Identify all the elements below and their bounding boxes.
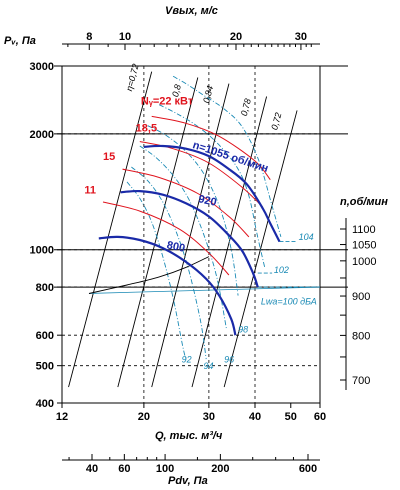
power-label-2: 18,5 (136, 122, 157, 134)
bottom-tick-label: 40 (249, 411, 261, 423)
pressure-curves (98, 144, 281, 336)
noise-curve-6 (126, 181, 187, 360)
system-curve-line (88, 256, 210, 294)
speed-label-2: 920 (197, 193, 217, 209)
left-tick-label: 600 (36, 330, 54, 342)
lower-tick-label: 100 (156, 463, 174, 475)
bottom-tick-label: 12 (56, 411, 68, 423)
noise-curve-3 (147, 125, 239, 296)
bottom-tick-label: 60 (314, 411, 326, 423)
efficiency-label: 0,78 (239, 98, 253, 117)
lower-tick-label: 60 (118, 463, 130, 475)
noise-label-4: 98 (238, 324, 248, 334)
pressure-curve-3 (98, 235, 237, 336)
right-tick-label: 800 (352, 330, 370, 342)
efficiency-label: 0,72 (269, 111, 283, 131)
noise-label-3: Lwa=100 дБА (261, 297, 317, 307)
efficiency-line-5 (223, 110, 298, 388)
power-label-4: 11 (84, 184, 96, 196)
bottom-tick-label: 20 (138, 411, 150, 423)
pressure-curve-2 (120, 189, 259, 288)
pressure-curve-1 (143, 144, 281, 243)
top-tick-label: 20 (230, 31, 242, 43)
right-tick-label: 700 (352, 375, 370, 387)
efficiency-lines (68, 71, 298, 388)
power-line-1 (151, 115, 271, 181)
lower-tick-label: 200 (211, 463, 229, 475)
efficiency-line-2 (117, 77, 199, 388)
left-tick-label: 3000 (30, 61, 54, 73)
noise-label-7: 96 (224, 354, 234, 364)
left-tick-label: 2000 (30, 129, 54, 141)
right-tick-label: 1000 (352, 256, 376, 268)
lower-tick-label: 40 (86, 463, 98, 475)
bottom-axis-title: Q, тыс. м³/ч (155, 430, 223, 442)
right-tick-label: 1050 (352, 240, 376, 252)
left-tick-label: 500 (36, 361, 54, 373)
left-tick-label: 1000 (30, 245, 54, 257)
noise-curve-2 (158, 104, 266, 268)
left-axis-title: Pᵥ, Па (4, 35, 36, 47)
bottom-tick-label: 30 (203, 411, 215, 423)
left-tick-label: 800 (36, 282, 54, 294)
noise-label-1: 104 (299, 232, 314, 242)
power-label-1: Nᵧ=22 кВт (141, 96, 194, 108)
noise-curve-4 (139, 145, 228, 330)
right-axis-title: n,об/мин (340, 196, 388, 208)
top-tick-label: 10 (119, 31, 131, 43)
noise-curves (126, 75, 320, 360)
noise-curve-1 (172, 75, 282, 238)
noise-label-6: 94 (203, 361, 213, 371)
system-curve (88, 256, 320, 294)
power-label-3: 15 (103, 151, 115, 163)
power-line-4 (102, 201, 230, 276)
bottom-tick-label: 50 (285, 411, 297, 423)
right-tick-label: 1100 (352, 224, 376, 236)
top-tick-label: 8 (86, 31, 92, 43)
left-tick-label: 400 (36, 398, 54, 410)
power-line-3 (122, 168, 250, 238)
lower-axis-title: Pdv, Па (168, 475, 208, 487)
top-tick-label: 30 (295, 31, 307, 43)
noise-label-5: 92 (182, 354, 192, 364)
grid (54, 65, 348, 403)
axes (57, 43, 347, 461)
efficiency-label: 0,84 (201, 85, 215, 104)
reference-line (88, 286, 320, 294)
right-tick-label: 900 (352, 291, 370, 303)
efficiency-label: 0,8 (170, 83, 183, 98)
top-axis-title: Vвых, м/с (165, 5, 218, 17)
noise-label-2: 102 (274, 265, 289, 275)
efficiency-line-1 (68, 71, 153, 388)
speed-label-3: 800 (166, 239, 186, 255)
lower-tick-label: 600 (299, 463, 317, 475)
noise-curve-5 (131, 166, 207, 360)
